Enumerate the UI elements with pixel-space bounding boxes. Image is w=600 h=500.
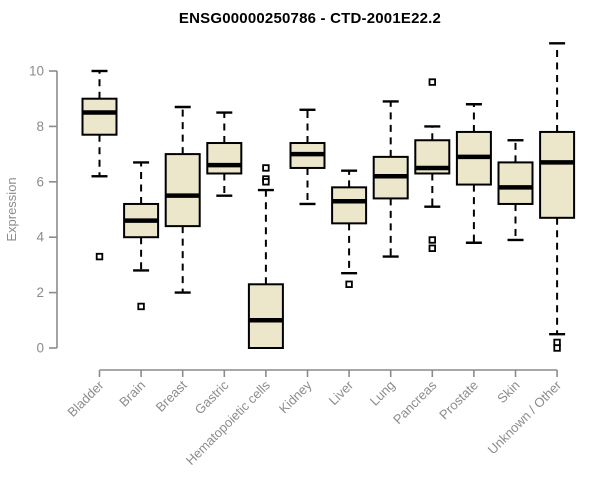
outlier-point: [95, 252, 104, 261]
box-iqr: [247, 283, 284, 350]
x-tick-label-brain: Brain: [116, 378, 148, 410]
y-tick-label: 8: [36, 119, 44, 134]
boxplot-breast: [164, 105, 201, 294]
boxplot-kidney: [289, 108, 326, 206]
box-iqr: [81, 97, 118, 136]
boxplot-hematopoietic-cells: [247, 164, 284, 350]
x-tick-label-gastric: Gastric: [192, 377, 232, 417]
y-axis: 0 2 4 6 8 10 Expression: [4, 64, 58, 356]
outlier-point: [428, 78, 436, 86]
boxplot-pancreas: [414, 78, 451, 252]
y-tick-label: 0: [36, 341, 44, 356]
box-iqr: [164, 153, 201, 228]
y-tick-label: 2: [36, 285, 44, 300]
boxplot-gastric: [206, 111, 243, 197]
boxplot-bladder: [81, 69, 118, 261]
box-iqr: [206, 142, 243, 175]
y-axis-label: Expression: [4, 177, 19, 241]
x-tick-label-pancreas: Pancreas: [390, 377, 440, 427]
x-tick-label-kidney: Kidney: [276, 377, 315, 416]
outlier-point: [428, 236, 436, 244]
y-tick-label: 10: [29, 64, 44, 79]
boxplot-brain: [123, 161, 160, 311]
x-tick-label-lung: Lung: [367, 378, 398, 409]
boxplot-liver: [331, 169, 368, 288]
outlier-point: [137, 302, 145, 311]
boxplot-skin: [497, 139, 534, 242]
x-tick-label-prostate: Prostate: [436, 378, 481, 423]
chart-title: ENSG00000250786 - CTD-2001E22.2: [178, 10, 442, 27]
x-tick-label-bladder: Bladder: [64, 377, 107, 420]
outlier-point: [428, 244, 436, 252]
y-tick-label: 6: [36, 174, 44, 189]
boxplot-unknown-other: [539, 42, 576, 352]
box-iqr: [539, 130, 576, 219]
x-tick-label-skin: Skin: [494, 378, 522, 406]
boxplot-prostate: [455, 103, 492, 244]
x-tick-label-liver: Liver: [326, 377, 357, 408]
outlier-point: [262, 164, 270, 172]
x-tick-label-breast: Breast: [153, 377, 190, 414]
box-iqr: [331, 186, 368, 225]
outlier-point: [553, 344, 561, 352]
outlier-point: [262, 178, 270, 186]
y-tick-label: 4: [36, 230, 44, 245]
outlier-point: [345, 280, 353, 288]
box-iqr: [497, 161, 534, 205]
boxplot-lung: [372, 100, 409, 258]
x-tick-label-unknown-other: Unknown / Other: [485, 377, 565, 457]
